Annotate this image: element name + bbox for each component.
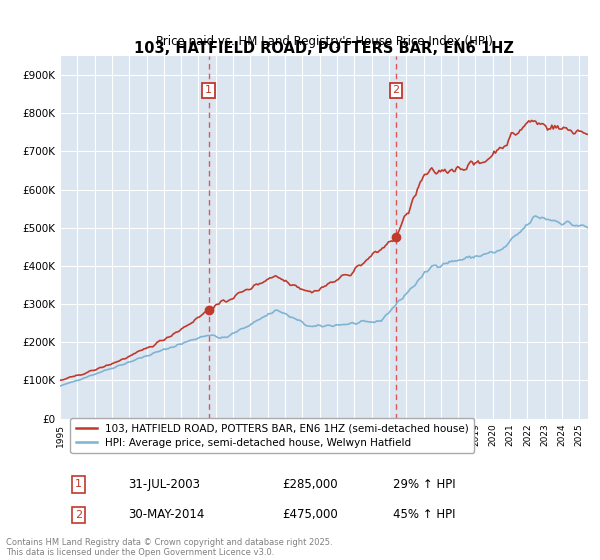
Text: 31-JUL-2003: 31-JUL-2003 [128, 478, 200, 491]
Text: 2: 2 [75, 510, 82, 520]
Text: 1: 1 [205, 85, 212, 95]
Text: 30-MAY-2014: 30-MAY-2014 [128, 508, 205, 521]
Text: 1: 1 [75, 479, 82, 489]
Text: Price paid vs. HM Land Registry's House Price Index (HPI): Price paid vs. HM Land Registry's House … [155, 35, 493, 48]
Text: 2: 2 [392, 85, 400, 95]
Text: £285,000: £285,000 [282, 478, 337, 491]
Text: 45% ↑ HPI: 45% ↑ HPI [392, 508, 455, 521]
Title: 103, HATFIELD ROAD, POTTERS BAR, EN6 1HZ: 103, HATFIELD ROAD, POTTERS BAR, EN6 1HZ [134, 41, 514, 56]
Text: Contains HM Land Registry data © Crown copyright and database right 2025.
This d: Contains HM Land Registry data © Crown c… [6, 538, 332, 557]
Legend: 103, HATFIELD ROAD, POTTERS BAR, EN6 1HZ (semi-detached house), HPI: Average pri: 103, HATFIELD ROAD, POTTERS BAR, EN6 1HZ… [70, 418, 474, 453]
Text: £475,000: £475,000 [282, 508, 338, 521]
Text: 29% ↑ HPI: 29% ↑ HPI [392, 478, 455, 491]
